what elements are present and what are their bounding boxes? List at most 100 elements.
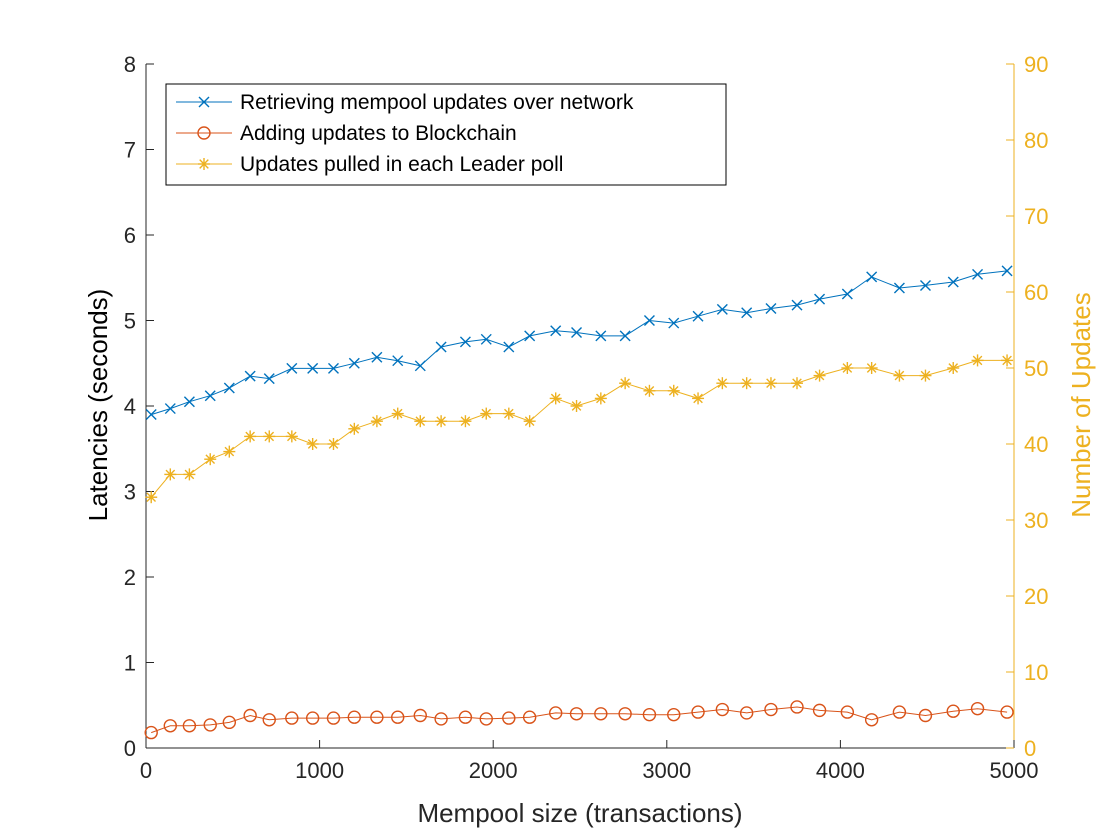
y-tick-label: 8 — [124, 52, 136, 77]
data-point — [946, 704, 960, 718]
y-axis-label: Latencies (seconds) — [83, 289, 113, 522]
data-point — [971, 354, 984, 367]
y-tick-label: 3 — [124, 480, 136, 505]
data-point — [813, 369, 826, 382]
data-point — [306, 438, 319, 450]
data-point — [145, 409, 157, 421]
data-point — [893, 282, 905, 294]
data-point — [570, 400, 583, 412]
legend-label: Adding updates to Blockchain — [240, 122, 517, 145]
data-point — [459, 415, 472, 428]
y-tick-label: 2 — [124, 565, 136, 590]
data-point — [479, 712, 493, 726]
data-point — [595, 330, 607, 342]
data-point — [414, 415, 427, 428]
legend-marker — [198, 96, 210, 108]
data-point — [918, 708, 933, 723]
data-point — [204, 453, 217, 466]
data-point — [765, 303, 777, 315]
data-point — [370, 415, 383, 428]
data-point — [864, 713, 879, 727]
data-point — [619, 330, 631, 342]
data-point — [347, 710, 362, 724]
data-point — [569, 707, 584, 721]
data-point — [244, 370, 256, 382]
data-point — [692, 310, 704, 322]
data-point — [642, 707, 657, 722]
legend-marker — [197, 126, 211, 140]
series-2 — [145, 354, 1014, 504]
y2-tick-label: 10 — [1024, 660, 1048, 685]
data-point — [480, 407, 493, 420]
data-point — [947, 276, 959, 288]
legend-label: Updates pulled in each Leader poll — [240, 153, 563, 176]
data-point — [502, 407, 515, 420]
data-point — [764, 702, 778, 717]
data-point — [715, 702, 730, 717]
data-point — [691, 705, 705, 719]
data-point — [548, 706, 563, 720]
data-point — [716, 377, 729, 390]
y2-tick-label: 0 — [1024, 736, 1036, 761]
y-tick-label: 6 — [124, 223, 136, 248]
data-point — [1001, 354, 1014, 367]
data-point — [668, 317, 680, 329]
data-point — [503, 341, 515, 353]
data-point — [327, 362, 339, 374]
legend-entry: Retrieving mempool updates over network — [176, 91, 634, 114]
data-point — [305, 711, 320, 725]
data-point — [204, 390, 216, 402]
data-point — [740, 377, 753, 390]
legend-marker — [198, 158, 210, 170]
y2-tick-label: 70 — [1024, 204, 1048, 229]
data-point — [458, 710, 473, 724]
data-point — [435, 341, 447, 353]
data-point — [523, 415, 536, 428]
series-line — [151, 270, 1008, 416]
data-point — [244, 430, 257, 443]
data-point — [370, 710, 384, 724]
data-point — [840, 705, 855, 719]
data-point — [459, 336, 471, 348]
y2-axis-label: Number of Updates — [1066, 292, 1096, 517]
data-point — [391, 710, 405, 724]
data-point — [223, 382, 235, 394]
data-point — [524, 330, 536, 342]
data-point — [434, 712, 448, 726]
legend: Retrieving mempool updates over network A… — [165, 83, 727, 186]
data-point — [223, 445, 236, 458]
data-point — [893, 369, 906, 382]
data-point — [413, 708, 427, 723]
legend-box — [165, 83, 727, 186]
series-line — [151, 706, 1008, 734]
data-point — [841, 362, 854, 374]
data-point — [716, 303, 728, 315]
data-point — [392, 355, 404, 367]
x-tick-label: 0 — [140, 758, 152, 783]
data-point — [164, 468, 177, 481]
data-point — [643, 315, 655, 326]
x-tick-label: 4000 — [816, 758, 865, 783]
data-point — [643, 384, 656, 397]
data-point — [919, 279, 931, 291]
y2-tick-label: 50 — [1024, 356, 1048, 381]
data-point — [502, 711, 516, 725]
data-point — [1000, 705, 1014, 719]
y2-tick-label: 60 — [1024, 280, 1048, 305]
y-tick-label: 4 — [124, 394, 136, 419]
data-point — [522, 710, 537, 724]
data-point — [618, 707, 632, 721]
data-point — [970, 701, 985, 716]
data-point — [307, 362, 319, 374]
data-point — [919, 369, 932, 382]
data-point — [182, 719, 197, 733]
data-point — [263, 373, 275, 385]
data-point — [435, 415, 448, 428]
y2-tick-label: 30 — [1024, 508, 1048, 533]
data-point — [327, 438, 340, 450]
data-point — [594, 707, 608, 721]
x-tick-label: 2000 — [469, 758, 518, 783]
data-point — [692, 392, 705, 405]
data-point — [326, 711, 341, 725]
